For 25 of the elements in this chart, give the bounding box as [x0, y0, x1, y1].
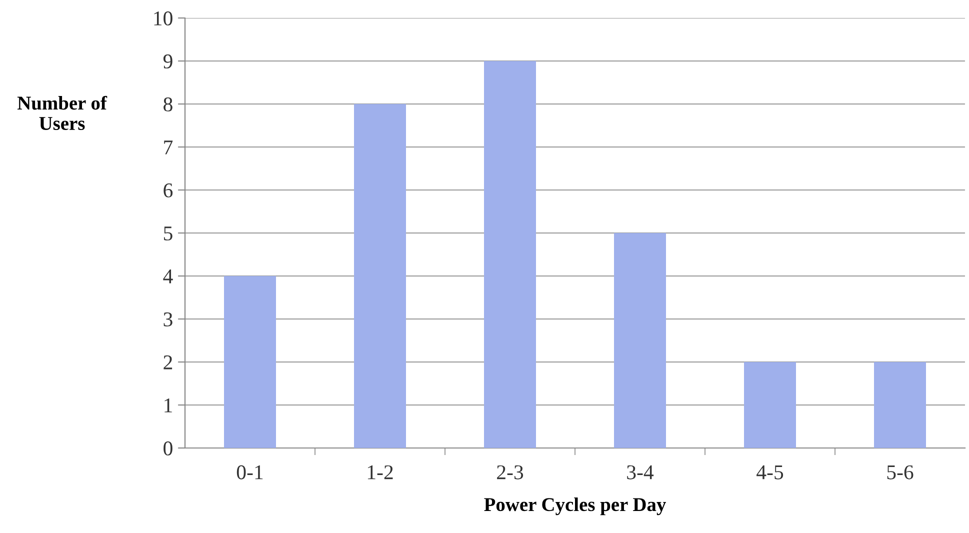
y-tick-label: 9 [163, 54, 172, 68]
y-tick-label: 2 [164, 355, 172, 370]
bar [874, 362, 926, 448]
bar [744, 362, 796, 448]
y-tick-label: 4 [163, 270, 173, 284]
x-tick-label: 3-4 [627, 465, 654, 480]
y-tick-label: 0 [164, 441, 172, 456]
y-tick-label: 3 [164, 312, 172, 326]
x-axis-title: Power Cycles per Day [484, 497, 666, 516]
x-tick-label: 1-2 [368, 465, 393, 480]
y-tick-label: 1 [164, 398, 172, 412]
y-tick-label: 8 [164, 97, 172, 112]
bar [614, 233, 666, 448]
bar [224, 276, 276, 448]
y-axis-title: Number of Users [17, 96, 108, 130]
x-tick-label: 4-5 [756, 465, 784, 480]
y-tick-label: 5 [164, 226, 172, 240]
y-tick-label: 6 [164, 183, 173, 198]
bar [484, 61, 536, 448]
x-tick-label: 2-3 [497, 465, 524, 480]
x-tick-label: 0-1 [236, 465, 263, 480]
bar [354, 104, 406, 448]
y-tick-label: 7 [164, 140, 173, 154]
y-tick-label: 10 [154, 11, 172, 26]
x-tick-label: 5-6 [887, 465, 914, 480]
